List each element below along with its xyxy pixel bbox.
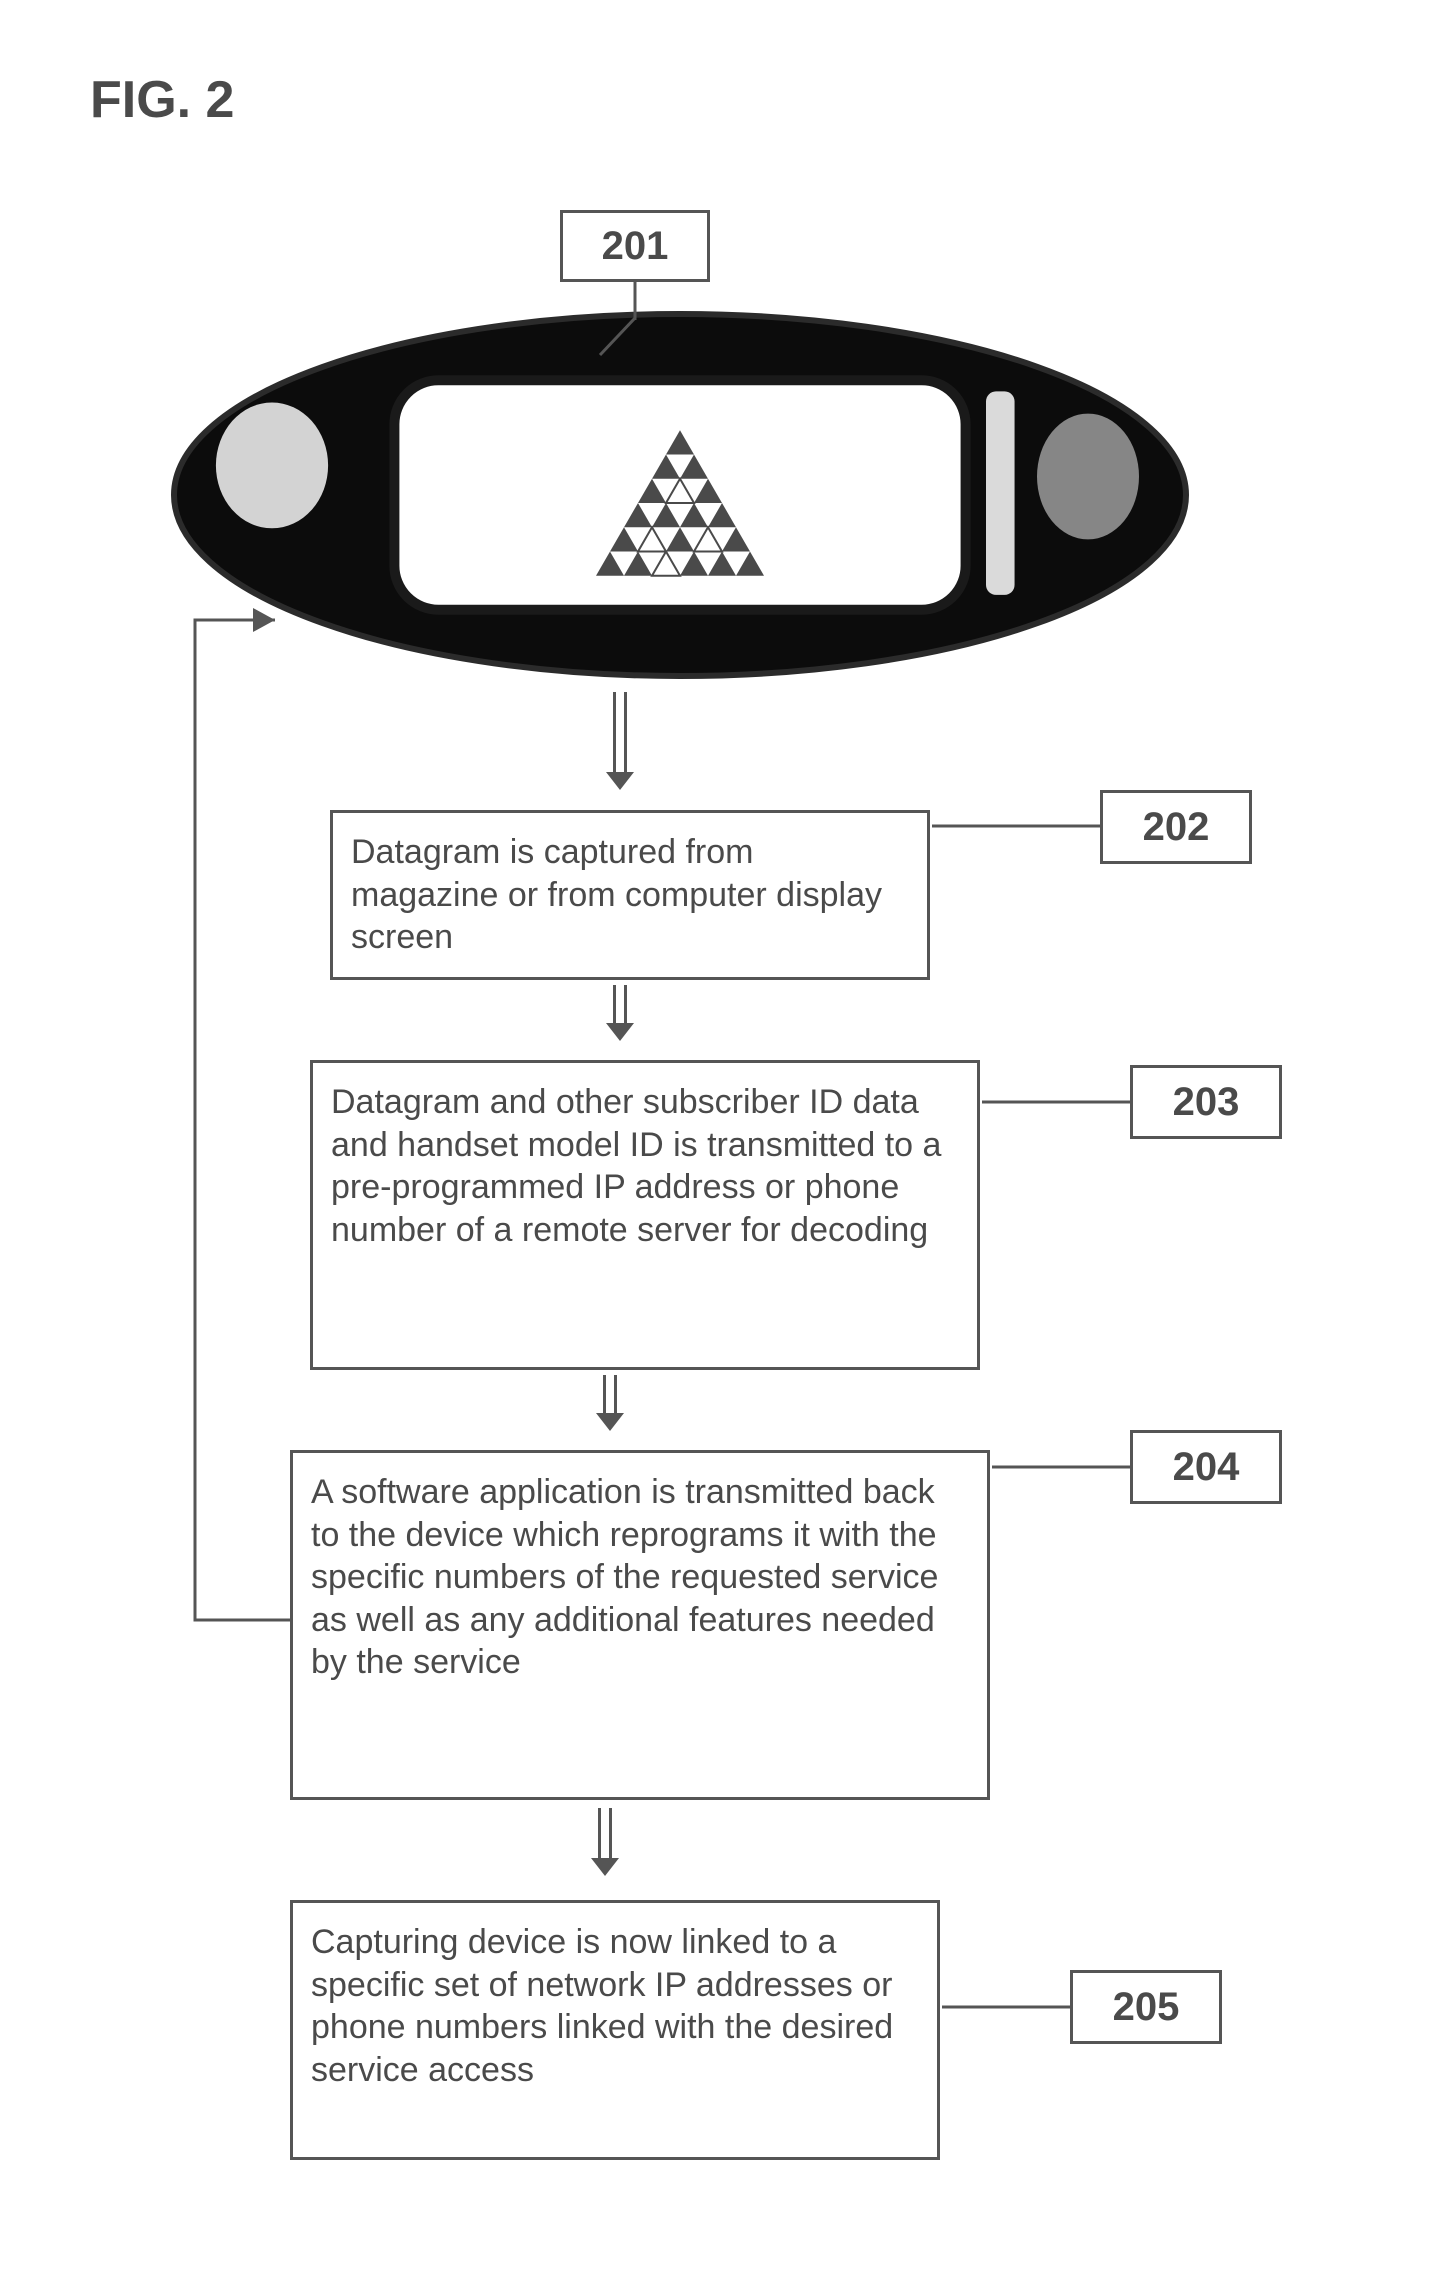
label-202: 202 <box>1100 790 1252 864</box>
step-203: Datagram and other subscriber ID data an… <box>310 1060 980 1370</box>
arrow-4 <box>593 1808 617 1876</box>
label-204: 204 <box>1130 1430 1282 1504</box>
arrow-2 <box>608 985 632 1041</box>
step-202: Datagram is captured from magazine or fr… <box>330 810 930 980</box>
step-205: Capturing device is now linked to a spec… <box>290 1900 940 2160</box>
arrow-3 <box>598 1375 622 1431</box>
figure-title: FIG. 2 <box>90 70 234 130</box>
step-202-text: Datagram is captured from magazine or fr… <box>351 833 882 956</box>
label-205: 205 <box>1070 1970 1222 2044</box>
label-202-text: 202 <box>1143 805 1210 850</box>
label-205-text: 205 <box>1113 1985 1180 2030</box>
step-205-text: Capturing device is now linked to a spec… <box>311 1923 893 2089</box>
label-203-text: 203 <box>1173 1080 1240 1125</box>
label-204-text: 204 <box>1173 1445 1240 1490</box>
step-204-text: A software application is transmitted ba… <box>311 1473 938 1681</box>
step-203-text: Datagram and other subscriber ID data an… <box>331 1083 941 1249</box>
label-201-text: 201 <box>602 224 669 269</box>
device-icon <box>170 310 1190 680</box>
arrow-1 <box>608 692 632 790</box>
label-201: 201 <box>560 210 710 282</box>
label-203: 203 <box>1130 1065 1282 1139</box>
step-204: A software application is transmitted ba… <box>290 1450 990 1800</box>
